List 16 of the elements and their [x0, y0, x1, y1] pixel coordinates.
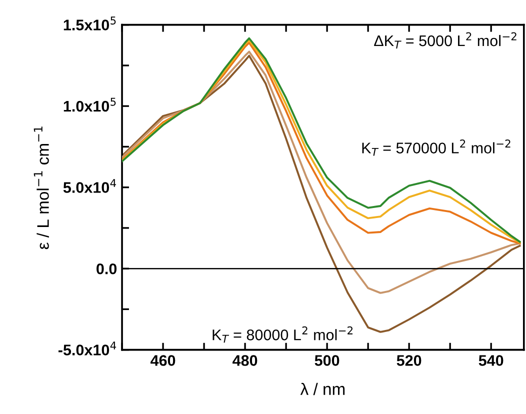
annotation: ΔK$_{T}$ = 5000 L$^{2}$ mol$^{−2}$ [374, 32, 516, 49]
annotation: K$_{T}$ = 570000 L$^{2}$ mol$^{−2}$ [362, 140, 510, 156]
x-tick-label: 520 [396, 355, 422, 366]
x-tick-label: 460 [150, 355, 176, 366]
x-tick-label: 500 [314, 355, 340, 366]
x-tick-label: 480 [232, 355, 258, 366]
y-axis-title: ε / L mol$^{−1}$ cm$^{−1}$ [34, 126, 49, 250]
line-series [122, 50, 521, 294]
y-tick-label: 5.0x10$^{4}$ [63, 179, 116, 193]
y-tick-label: -5.0x10$^{4}$ [58, 342, 116, 356]
x-tick-label: 540 [478, 355, 504, 366]
x-axis-title: λ / nm [300, 382, 345, 396]
y-tick-label: 1.0x10$^{5}$ [64, 98, 116, 112]
y-tick-label: 0.0 [96, 263, 117, 274]
annotation: K$_{T}$ = 80000 L$^{2}$ mol$^{−2}$ [212, 326, 352, 343]
y-tick-label: 1.5x10$^{5}$ [64, 16, 116, 30]
